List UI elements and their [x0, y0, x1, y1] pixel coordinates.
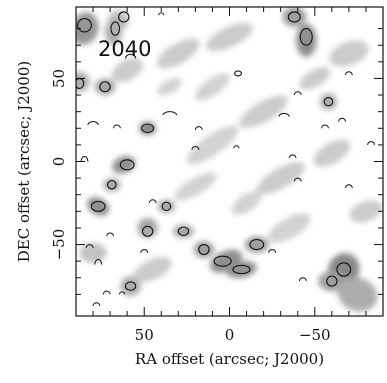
emission-blob: [337, 277, 378, 312]
emission-blob: [157, 38, 200, 69]
positive-contour: [234, 70, 242, 77]
tick-marks: [76, 7, 383, 316]
negative-contour: [113, 124, 121, 129]
positive-contour: [198, 244, 210, 256]
emission-blob: [173, 224, 194, 238]
negative-contour: [92, 302, 101, 307]
y-tick-label: 0: [50, 157, 68, 167]
negative-contour: [194, 126, 203, 131]
y-tick-label: 50: [50, 69, 68, 88]
positive-contour: [124, 281, 137, 291]
emission-blob: [76, 71, 90, 92]
positive-contour: [107, 180, 117, 190]
y-axis-title: DEC offset (arcsec; J2000): [15, 61, 33, 262]
positive-contour: [161, 201, 172, 212]
emission-blob: [244, 236, 269, 253]
negative-contour: [124, 53, 137, 59]
negative-contour: [140, 249, 149, 253]
negative-contour: [94, 259, 103, 265]
emission-blob: [226, 260, 257, 279]
emission-blob: [111, 57, 143, 83]
emission-blob: [239, 95, 288, 128]
positive-contour: [232, 264, 251, 275]
contour-layer: [76, 11, 375, 307]
positive-contour: [299, 28, 313, 46]
negative-contour: [158, 12, 165, 16]
positive-contour: [118, 11, 130, 23]
emission-blob: [299, 67, 331, 90]
emission-blob: [318, 271, 346, 292]
positive-contour: [213, 255, 232, 267]
emission-blob: [231, 191, 262, 215]
emission-blob: [87, 197, 110, 216]
emission-blob: [133, 256, 172, 282]
emission-blob: [120, 276, 141, 297]
emission-blob: [329, 40, 369, 67]
negative-contour: [102, 290, 111, 295]
negative-contour: [106, 232, 115, 237]
negative-contour: [367, 141, 375, 145]
positive-contour: [119, 159, 135, 171]
negative-contour: [191, 146, 200, 150]
emission-blob: [157, 77, 183, 96]
negative-contour: [288, 154, 297, 159]
negative-contour: [118, 291, 126, 295]
emission-blob: [267, 213, 311, 243]
emission-blob: [103, 178, 121, 192]
emission-blob: [256, 161, 305, 195]
negative-contour: [162, 111, 178, 116]
positive-contour: [326, 275, 338, 287]
y-tick-labels: 50 0 −50: [50, 69, 68, 261]
x-axis-title: RA offset (arcsec; J2000): [135, 350, 324, 368]
negative-contour: [338, 117, 346, 122]
negative-contour: [148, 199, 157, 204]
negative-contour: [80, 156, 89, 162]
negative-contour: [268, 249, 277, 253]
positive-contour: [336, 262, 352, 277]
x-tick-label: 0: [225, 326, 235, 344]
emission-blob: [157, 199, 175, 214]
positive-contour: [110, 21, 121, 36]
positive-contour: [249, 239, 265, 251]
emission-blob: [195, 73, 230, 101]
emission-blob: [104, 18, 123, 46]
positive-contour: [141, 123, 155, 133]
negative-contour: [293, 177, 302, 182]
emission-blob: [205, 22, 254, 51]
emission-blob: [282, 7, 307, 27]
field-label: 2040: [98, 37, 151, 61]
positive-contour: [287, 11, 301, 23]
x-tick-label: 50: [135, 326, 154, 344]
positive-contour: [77, 18, 92, 33]
negative-contour: [293, 91, 302, 96]
negative-contour: [87, 121, 99, 126]
negative-contour: [233, 145, 240, 149]
positive-contour: [323, 96, 334, 107]
negative-contour: [344, 184, 353, 189]
emission-blob: [174, 172, 217, 201]
positive-contour: [90, 200, 106, 212]
positive-contour: [177, 226, 190, 236]
emission-blob: [94, 78, 116, 96]
emission-blob: [349, 200, 383, 223]
positive-contour: [141, 225, 154, 237]
negative-contour: [278, 112, 290, 117]
x-tick-label: −50: [299, 326, 331, 344]
emission-blob: [137, 217, 158, 238]
negative-contour: [344, 71, 353, 76]
emission-blob: [186, 125, 239, 165]
emission-blob: [76, 12, 99, 45]
negative-contour: [85, 244, 94, 248]
emission-blob: [193, 241, 215, 258]
positive-contour: [99, 81, 111, 93]
emission-blob: [319, 93, 337, 110]
negative-contour: [298, 277, 307, 282]
x-tick-labels: 50 0 −50: [135, 326, 331, 344]
negative-contour: [321, 124, 329, 129]
emission-blob: [313, 139, 351, 167]
y-tick-label: −50: [50, 229, 68, 261]
